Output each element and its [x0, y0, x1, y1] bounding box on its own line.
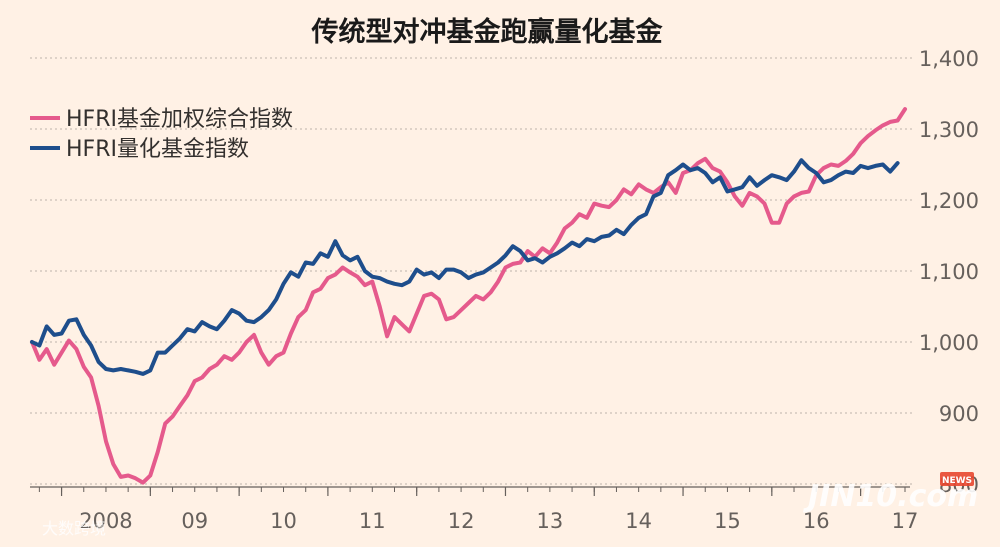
series-lines: [30, 107, 907, 485]
x-tick-label: 11: [359, 509, 386, 533]
legend: HFRI基金加权综合指数 HFRI量化基金指数: [30, 107, 293, 162]
watermarks: 大数跨境 NEWS JIN10.com: [42, 472, 978, 538]
legend-label-composite: HFRI基金加权综合指数: [66, 107, 293, 132]
x-tick-label: 17: [892, 509, 919, 533]
y-tick-label: 1,200: [919, 189, 979, 213]
x-axis: 2008 09 10 11 12 13 14 15 16 17: [30, 486, 919, 533]
x-tick-label: 15: [714, 509, 741, 533]
y-tick-label: 1,300: [919, 118, 979, 142]
y-tick-label: 1,100: [919, 260, 979, 284]
watermark-right: JIN10.com: [803, 479, 978, 514]
watermark-news-badge: [940, 472, 974, 486]
watermark-news-text: NEWS: [942, 476, 972, 486]
y-tick-label: 1,400: [919, 47, 979, 71]
watermark-left: 大数跨境: [42, 519, 106, 538]
x-tick-label: 10: [270, 509, 297, 533]
legend-label-quant: HFRI量化基金指数: [66, 137, 249, 162]
chart-title: 传统型对冲基金跑赢量化基金: [311, 16, 664, 48]
series-line-composite: [30, 107, 907, 485]
y-tick-label: 900: [939, 402, 979, 426]
x-tick-label: 14: [625, 509, 652, 533]
series-line-quant: [30, 158, 900, 376]
x-tick-label: 2008: [79, 509, 132, 533]
x-tick-label: 12: [448, 509, 475, 533]
y-tick-label: 1,000: [919, 331, 979, 355]
x-tick-label: 16: [803, 509, 830, 533]
x-tick-label: 09: [181, 509, 208, 533]
x-tick-label: 13: [537, 509, 564, 533]
